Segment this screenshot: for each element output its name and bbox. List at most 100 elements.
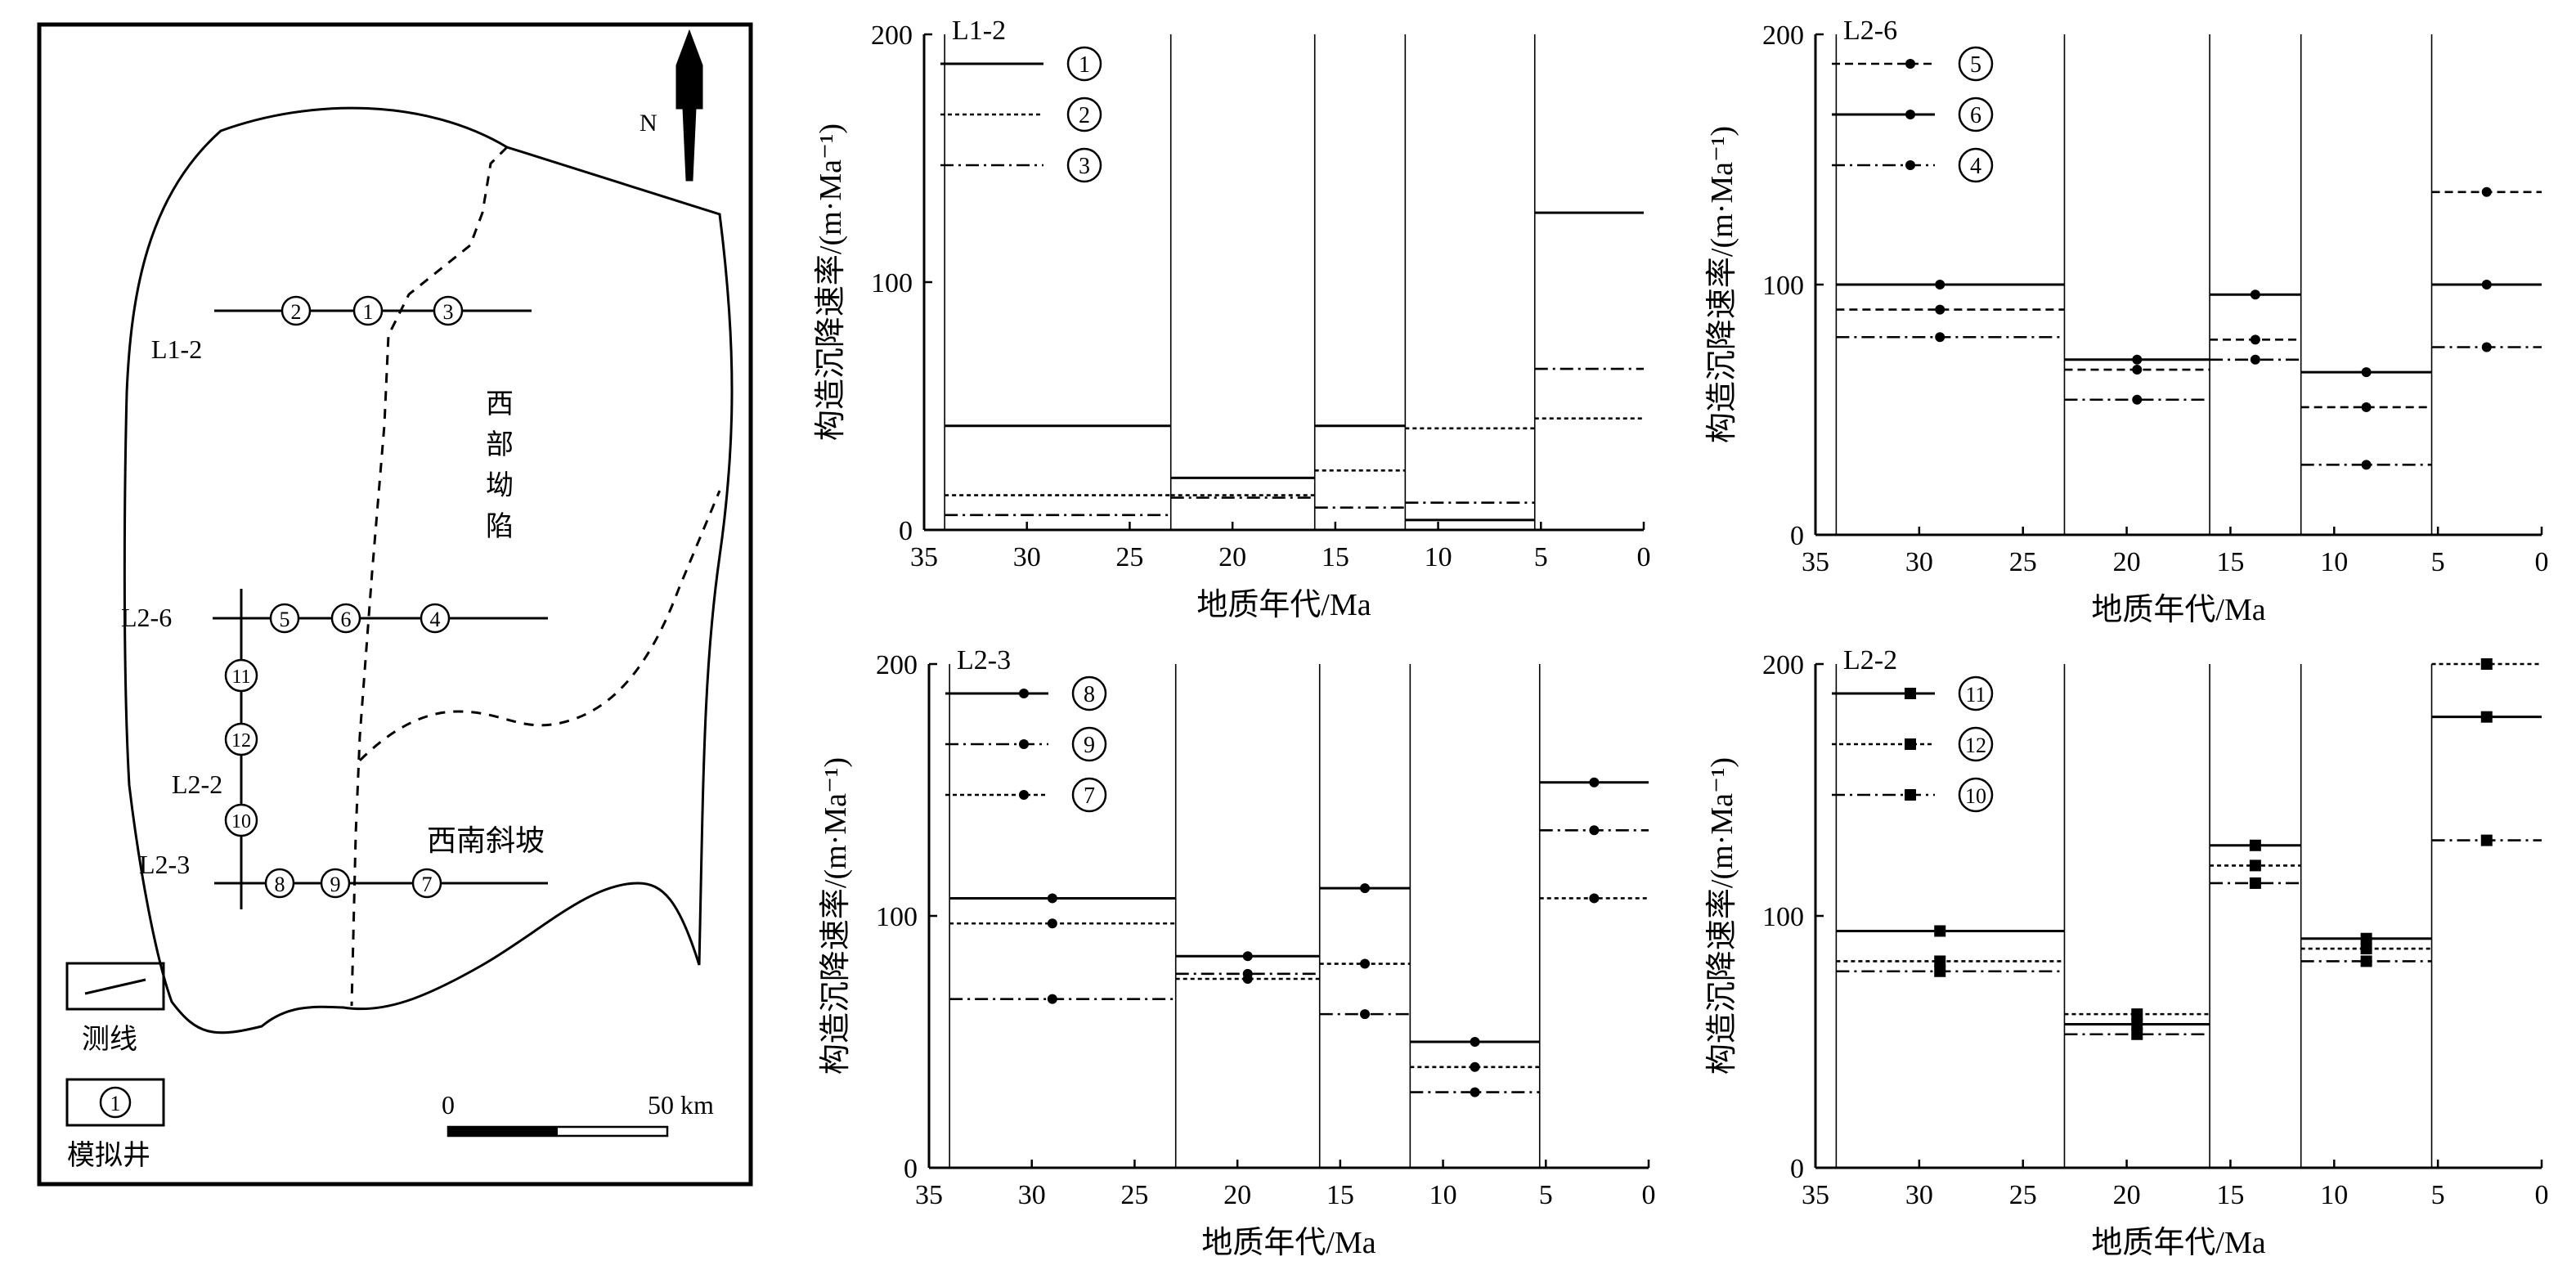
series-4-marker	[2250, 354, 2260, 365]
x-tick-label: 25	[2009, 1180, 2037, 1210]
well-marker: 2	[280, 295, 312, 326]
legend-label: 5	[1970, 52, 1981, 78]
series-6-marker	[2361, 367, 2372, 378]
svg-text:10: 10	[231, 811, 251, 832]
svg-text:7: 7	[422, 873, 433, 896]
x-tick-label: 0	[2535, 547, 2549, 577]
series-4-marker	[2132, 394, 2143, 405]
legend-well-label: 模拟井	[67, 1140, 150, 1171]
series-12-marker	[2360, 943, 2372, 955]
series-12-marker	[1934, 955, 1946, 967]
legend-well-circle	[1958, 46, 1994, 82]
svg-text:12: 12	[231, 730, 251, 752]
series-8-marker	[1242, 951, 1253, 962]
y-axis-label: 构造沉降速率/(m·Ma⁻¹)	[1705, 757, 1739, 1075]
legend-label: 11	[1965, 683, 1986, 707]
north-arrow-icon	[675, 29, 703, 182]
well-marker: 6	[330, 603, 361, 634]
svg-text:2: 2	[291, 300, 302, 324]
x-tick-label: 15	[1322, 542, 1349, 572]
legend-well-circle	[1071, 726, 1107, 762]
x-tick-label: 25	[1115, 542, 1143, 572]
legend-label: 9	[1084, 733, 1095, 758]
svg-text:8: 8	[275, 873, 285, 896]
series-4-marker	[1935, 332, 1945, 343]
well-marker: 9	[320, 868, 351, 899]
survey-line-label: L1-2	[151, 334, 202, 364]
legend-marker	[1905, 789, 1916, 801]
region-label-char: 坳	[486, 470, 514, 501]
legend-well-circle	[1066, 96, 1102, 132]
location-map: N 西 部 坳 陷 西南斜坡 L1-2 L2-6 L2-2 L2-3 2 1 3…	[37, 22, 753, 1187]
x-axis-label: 地质年代/Ma	[2091, 1226, 2265, 1260]
region-label-char: 陷	[486, 511, 514, 542]
legend-marker	[1905, 688, 1916, 699]
map-legend: 测线 1 模拟井	[65, 962, 165, 1171]
series-5-marker	[2361, 402, 2372, 412]
legend-well-circle	[1958, 96, 1994, 132]
series-6-marker	[2132, 354, 2143, 365]
x-tick-label: 5	[2431, 1180, 2445, 1210]
x-tick-label: 15	[2216, 1180, 2244, 1210]
x-tick-label: 5	[1539, 1180, 1553, 1210]
svg-text:4: 4	[430, 608, 441, 631]
depression-boundary	[350, 146, 509, 1007]
survey-line-l1-2: L1-2	[151, 309, 532, 364]
x-axis-label: 地质年代/Ma	[1196, 588, 1371, 622]
x-tick-label: 20	[1218, 542, 1246, 572]
survey-line-label: L2-3	[139, 850, 190, 879]
legend-line-label: 测线	[82, 1024, 137, 1055]
legend-label: 12	[1965, 734, 1986, 757]
scale-bar: 0 50 km	[442, 1090, 714, 1138]
x-tick-label: 10	[1429, 1180, 1457, 1210]
scale-start: 0	[442, 1090, 455, 1120]
survey-line-label: L2-6	[121, 603, 172, 632]
y-tick-label: 100	[871, 268, 913, 298]
series-7-marker	[1047, 918, 1057, 929]
series-10-marker	[2360, 955, 2372, 967]
series-10-marker	[2480, 834, 2493, 846]
series-7-marker	[1470, 1061, 1480, 1072]
well-marker: 7	[411, 868, 442, 899]
well-marker: 4	[420, 603, 451, 634]
region-label-char: 西	[486, 389, 514, 420]
series-5-marker	[1935, 304, 1945, 315]
y-tick-label: 0	[899, 516, 913, 546]
x-tick-label: 30	[1018, 1180, 1046, 1210]
svg-text:9: 9	[330, 873, 341, 896]
well-marker: 3	[433, 295, 464, 326]
x-tick-label: 10	[2320, 547, 2348, 577]
x-tick-label: 20	[1223, 1180, 1251, 1210]
legend-marker	[1905, 59, 1915, 69]
series-11-marker	[2360, 932, 2372, 945]
x-tick-label: 15	[2216, 547, 2244, 577]
legend-label: 2	[1079, 103, 1090, 128]
y-tick-label: 200	[1762, 20, 1804, 51]
x-tick-label: 10	[1425, 542, 1452, 572]
series-5-marker	[2250, 334, 2260, 345]
series-7-marker	[1589, 893, 1600, 904]
well-marker: 1	[352, 295, 384, 326]
slope-boundary	[358, 490, 721, 762]
series-4-marker	[2361, 460, 2372, 470]
region-label-char: 部	[486, 429, 514, 460]
x-tick-label: 5	[2431, 547, 2445, 577]
y-axis-label: 构造沉降速率/(m·Ma⁻¹)	[819, 757, 853, 1075]
legend-well-circle	[1958, 675, 1994, 711]
x-tick-label: 15	[1326, 1180, 1354, 1210]
legend-well-circle	[1066, 147, 1102, 183]
y-tick-label: 200	[1762, 650, 1804, 680]
series-11-marker	[2131, 1018, 2143, 1030]
chart-panel-l2-2: 35 30 25 20 15 10 5 0 0 100 200 地质年代/Ma 构造沉降速率/(m·Ma…	[1705, 645, 2549, 1260]
x-tick-label: 30	[1905, 1180, 1933, 1210]
y-tick-label: 100	[876, 902, 918, 932]
scale-end: 50 km	[648, 1090, 714, 1120]
series-6-marker	[2250, 289, 2260, 300]
series-7-marker	[1360, 958, 1371, 969]
legend-well-circle	[1066, 46, 1102, 82]
y-axis-label: 构造沉降速率/(m·Ma⁻¹)	[1705, 126, 1739, 443]
legend-label: 6	[1970, 103, 1981, 128]
chart-title: L2-3	[957, 645, 1011, 675]
legend-well-circle	[1958, 726, 1994, 762]
